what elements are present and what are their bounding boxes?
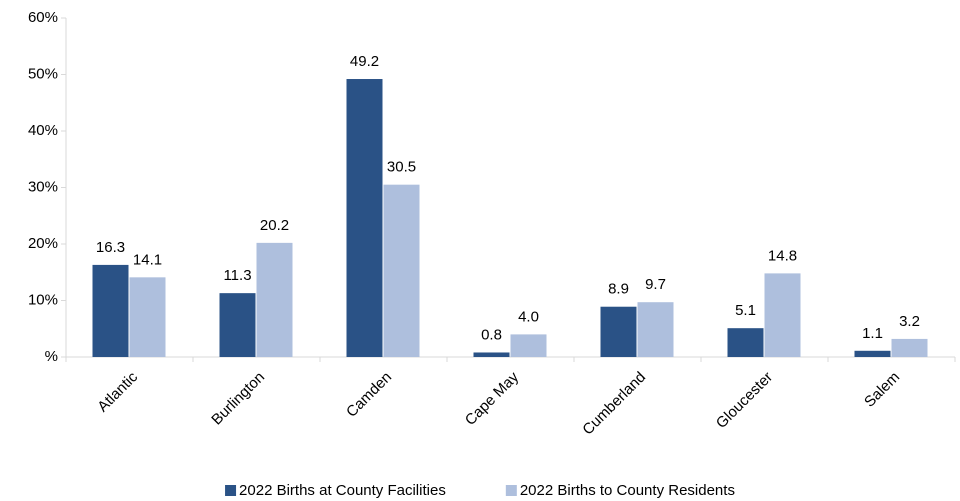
data-label: 1.1	[862, 325, 883, 342]
y-tick-label: 10%	[28, 291, 58, 308]
y-tick-label: 30%	[28, 178, 58, 195]
bar	[727, 328, 764, 357]
y-tick-label: %	[45, 348, 58, 365]
x-tick-label: Cumberland	[579, 369, 649, 439]
legend-swatch	[225, 485, 237, 496]
bar	[346, 79, 383, 358]
legend-label: 2022 Births to County Residents	[520, 482, 735, 499]
bar	[129, 277, 166, 357]
y-tick-label: 40%	[28, 122, 58, 139]
legend-swatch	[505, 485, 517, 496]
y-tick-label: 60%	[28, 9, 58, 26]
x-tick-label: Burlington	[208, 369, 268, 429]
data-label: 30.5	[387, 159, 416, 176]
x-tick-label: Gloucester	[713, 369, 776, 432]
x-tick-label: Cape May	[462, 368, 523, 429]
y-tick-label: 20%	[28, 235, 58, 252]
x-tick-label: Atlantic	[94, 368, 141, 415]
bar	[854, 350, 891, 357]
bar	[764, 273, 801, 357]
bar	[510, 334, 547, 357]
bar	[256, 242, 293, 357]
bar	[92, 264, 129, 357]
y-tick-label: 50%	[28, 65, 58, 82]
data-label: 8.9	[608, 281, 629, 298]
data-label: 49.2	[350, 53, 379, 70]
data-label: 5.1	[735, 302, 756, 319]
data-label: 20.2	[260, 217, 289, 234]
bar	[637, 302, 674, 357]
bar	[473, 352, 510, 357]
bar	[891, 338, 928, 357]
data-label: 14.8	[768, 247, 797, 264]
data-label: 0.8	[481, 326, 502, 343]
bar	[383, 184, 420, 357]
data-label: 11.3	[223, 267, 251, 284]
x-tick-label: Salem	[861, 369, 903, 411]
bar	[219, 293, 256, 357]
data-label: 9.7	[645, 276, 666, 293]
data-label: 4.0	[518, 308, 539, 325]
legend: 2022 Births at County Facilities 2022 Bir…	[225, 482, 735, 499]
data-label: 14.1	[133, 251, 162, 268]
bar	[600, 306, 637, 357]
data-label: 16.3	[96, 239, 125, 256]
data-label: 3.2	[899, 313, 920, 330]
legend-label: 2022 Births at County Facilities	[239, 482, 446, 499]
x-tick-label: Camden	[343, 369, 395, 421]
